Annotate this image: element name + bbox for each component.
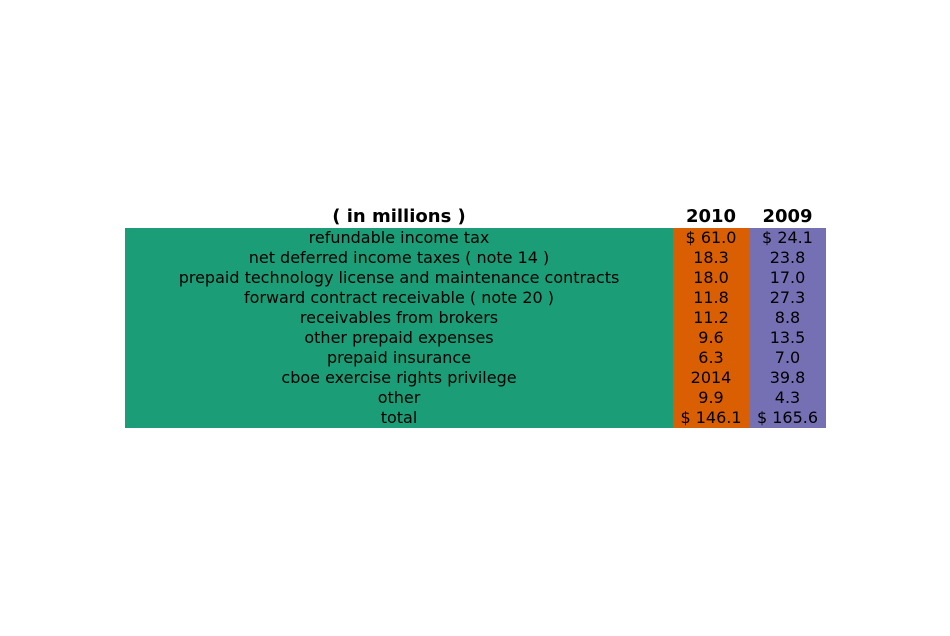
table-body: refundable income tax $ 61.0 $ 24.1 net def…: [125, 228, 826, 428]
table-header-row: ( in millions ) 2010 2009: [125, 205, 826, 228]
value-2010-cell: $ 61.0: [673, 228, 749, 248]
value-2010-cell: 9.9: [673, 388, 749, 408]
header-2009-column: 2009: [762, 206, 813, 227]
row-label-cell: prepaid technology license and maintenan…: [125, 268, 673, 288]
value-2010-cell: $ 146.1: [673, 408, 749, 428]
value-2010-cell: 11.8: [673, 288, 749, 308]
value-2009-cell: 23.8: [749, 248, 826, 268]
value-2010-cell: 18.3: [673, 248, 749, 268]
value-2009-cell: 8.8: [749, 308, 826, 328]
header-label-column: ( in millions ): [332, 206, 466, 227]
table-row: net deferred income taxes ( note 14 ) 18.…: [125, 248, 826, 268]
value-2009-cell: 39.8: [749, 368, 826, 388]
row-label-cell: other: [125, 388, 673, 408]
row-label-cell: net deferred income taxes ( note 14 ): [125, 248, 673, 268]
value-2010-cell: 6.3: [673, 348, 749, 368]
table-row: forward contract receivable ( note 20 ) 1…: [125, 288, 826, 308]
table-row: receivables from brokers 11.2 8.8: [125, 308, 826, 328]
table-row: cboe exercise rights privilege 2014 39.8: [125, 368, 826, 388]
table-row: prepaid technology license and maintenan…: [125, 268, 826, 288]
table-row: total $ 146.1 $ 165.6: [125, 408, 826, 428]
row-label-cell: receivables from brokers: [125, 308, 673, 328]
value-2009-cell: 27.3: [749, 288, 826, 308]
row-label-cell: other prepaid expenses: [125, 328, 673, 348]
table-row: other 9.9 4.3: [125, 388, 826, 408]
data-table: ( in millions ) 2010 2009 refundable inc…: [125, 205, 826, 428]
row-label-cell: prepaid insurance: [125, 348, 673, 368]
row-label-cell: refundable income tax: [125, 228, 673, 248]
table-row: other prepaid expenses 9.6 13.5: [125, 328, 826, 348]
value-2009-cell: 17.0: [749, 268, 826, 288]
value-2010-cell: 2014: [673, 368, 749, 388]
row-label-cell: cboe exercise rights privilege: [125, 368, 673, 388]
header-2010-column: 2010: [685, 206, 737, 227]
row-label-cell: forward contract receivable ( note 20 ): [125, 288, 673, 308]
table-row: prepaid insurance 6.3 7.0: [125, 348, 826, 368]
value-2009-cell: 4.3: [749, 388, 826, 408]
value-2010-cell: 11.2: [673, 308, 749, 328]
value-2009-cell: 13.5: [749, 328, 826, 348]
row-label-cell: total: [125, 408, 673, 428]
value-2009-cell: $ 24.1: [749, 228, 826, 248]
value-2009-cell: $ 165.6: [749, 408, 826, 428]
value-2010-cell: 18.0: [673, 268, 749, 288]
table-row: refundable income tax $ 61.0 $ 24.1: [125, 228, 826, 248]
value-2009-cell: 7.0: [749, 348, 826, 368]
value-2010-cell: 9.6: [673, 328, 749, 348]
